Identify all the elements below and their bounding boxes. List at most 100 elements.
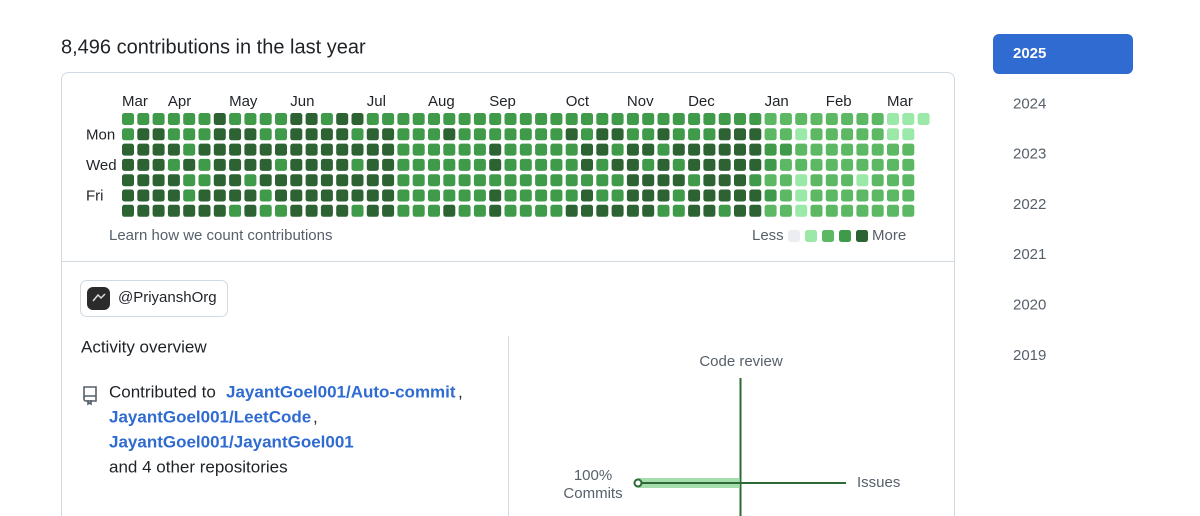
contribution-cell[interactable] [244, 158, 257, 171]
contribution-cell[interactable] [887, 128, 899, 141]
contribution-cell[interactable] [382, 143, 395, 156]
contribution-cell[interactable] [581, 143, 593, 156]
contribution-cell[interactable] [871, 143, 884, 156]
contribution-cell[interactable] [504, 204, 517, 217]
contribution-cell[interactable] [382, 204, 395, 217]
contribution-cell[interactable] [596, 128, 609, 141]
year-button[interactable]: 2019 [1013, 347, 1046, 364]
contribution-cell[interactable] [749, 158, 762, 171]
contribution-cell[interactable] [795, 128, 808, 141]
contribution-cell[interactable] [275, 113, 287, 125]
contribution-cell[interactable] [810, 174, 823, 187]
contribution-cell[interactable] [535, 158, 548, 171]
contribution-cell[interactable] [688, 174, 701, 187]
contribution-cell[interactable] [519, 158, 532, 171]
contribution-cell[interactable] [565, 143, 578, 156]
contribution-cell[interactable] [672, 174, 685, 187]
contribution-cell[interactable] [336, 174, 349, 187]
contribution-cell[interactable] [688, 128, 701, 141]
contribution-cell[interactable] [412, 113, 425, 125]
contribution-cell[interactable] [259, 204, 272, 217]
contribution-cell[interactable] [229, 128, 242, 141]
contribution-cell[interactable] [183, 158, 196, 171]
contribution-cell[interactable] [428, 128, 440, 141]
repo-link[interactable]: JayantGoel001/LeetCode [109, 407, 311, 426]
contribution-cell[interactable] [734, 174, 746, 187]
org-badge[interactable] [80, 280, 228, 317]
contribution-cell[interactable] [305, 158, 318, 171]
contribution-cell[interactable] [320, 189, 333, 202]
contribution-cell[interactable] [672, 189, 685, 202]
contribution-cell[interactable] [596, 189, 609, 202]
contribution-cell[interactable] [412, 143, 425, 156]
contribution-cell[interactable] [535, 204, 548, 217]
contribution-cell[interactable] [290, 174, 303, 187]
contribution-cell[interactable] [320, 128, 333, 141]
contribution-cell[interactable] [504, 189, 517, 202]
contribution-cell[interactable] [167, 143, 180, 156]
contribution-cell[interactable] [183, 113, 196, 125]
contribution-cell[interactable] [244, 143, 257, 156]
contribution-cell[interactable] [320, 158, 333, 171]
contribution-cell[interactable] [213, 158, 226, 171]
contribution-cell[interactable] [734, 158, 746, 171]
contribution-cell[interactable] [275, 143, 287, 156]
contribution-cell[interactable] [917, 113, 930, 125]
contribution-cell[interactable] [779, 174, 792, 187]
contribution-cell[interactable] [657, 158, 670, 171]
contribution-cell[interactable] [764, 204, 777, 217]
contribution-cell[interactable] [841, 113, 854, 125]
contribution-cell[interactable] [244, 204, 257, 217]
contribution-cell[interactable] [856, 158, 869, 171]
contribution-cell[interactable] [366, 113, 379, 125]
contribution-cell[interactable] [137, 113, 150, 125]
contribution-cell[interactable] [489, 158, 502, 171]
contribution-cell[interactable] [351, 174, 364, 187]
contribution-cell[interactable] [275, 158, 287, 171]
contribution-cell[interactable] [122, 143, 134, 156]
org-handle[interactable]: @PriyanshOrg [118, 289, 217, 306]
contribution-cell[interactable] [198, 204, 211, 217]
contribution-cell[interactable] [856, 189, 869, 202]
contribution-cell[interactable] [290, 143, 303, 156]
contribution-cell[interactable] [703, 143, 716, 156]
contribution-cell[interactable] [902, 143, 915, 156]
contribution-cell[interactable] [489, 143, 502, 156]
contribution-cell[interactable] [718, 143, 731, 156]
contribution-cell[interactable] [275, 128, 287, 141]
contribution-cell[interactable] [779, 158, 792, 171]
contribution-cell[interactable] [504, 174, 517, 187]
contribution-cell[interactable] [275, 204, 287, 217]
contribution-cell[interactable] [825, 128, 838, 141]
contribution-cell[interactable] [152, 113, 165, 125]
contribution-cell[interactable] [657, 128, 670, 141]
contribution-cell[interactable] [351, 113, 364, 125]
contribution-cell[interactable] [642, 158, 655, 171]
contribution-cell[interactable] [825, 158, 838, 171]
contribution-cell[interactable] [887, 174, 899, 187]
contribution-cell[interactable] [397, 189, 410, 202]
contribution-cell[interactable] [550, 189, 563, 202]
contribution-cell[interactable] [504, 143, 517, 156]
contribution-cell[interactable] [336, 158, 349, 171]
contribution-cell[interactable] [795, 143, 808, 156]
contribution-cell[interactable] [229, 204, 242, 217]
contribution-cell[interactable] [428, 113, 440, 125]
contribution-cell[interactable] [565, 113, 578, 125]
contribution-cell[interactable] [290, 128, 303, 141]
contribution-cell[interactable] [596, 143, 609, 156]
contribution-cell[interactable] [887, 113, 899, 125]
contribution-cell[interactable] [198, 128, 211, 141]
contribution-cell[interactable] [764, 174, 777, 187]
contribution-cell[interactable] [443, 204, 456, 217]
contribution-cell[interactable] [596, 158, 609, 171]
year-button[interactable]: 2021 [1013, 246, 1046, 263]
contribution-cell[interactable] [244, 113, 257, 125]
contribution-cell[interactable] [550, 143, 563, 156]
contribution-cell[interactable] [259, 189, 272, 202]
contribution-cell[interactable] [382, 113, 395, 125]
contribution-cell[interactable] [443, 143, 456, 156]
contribution-cell[interactable] [902, 174, 915, 187]
contribution-cell[interactable] [412, 189, 425, 202]
contribution-cell[interactable] [275, 174, 287, 187]
